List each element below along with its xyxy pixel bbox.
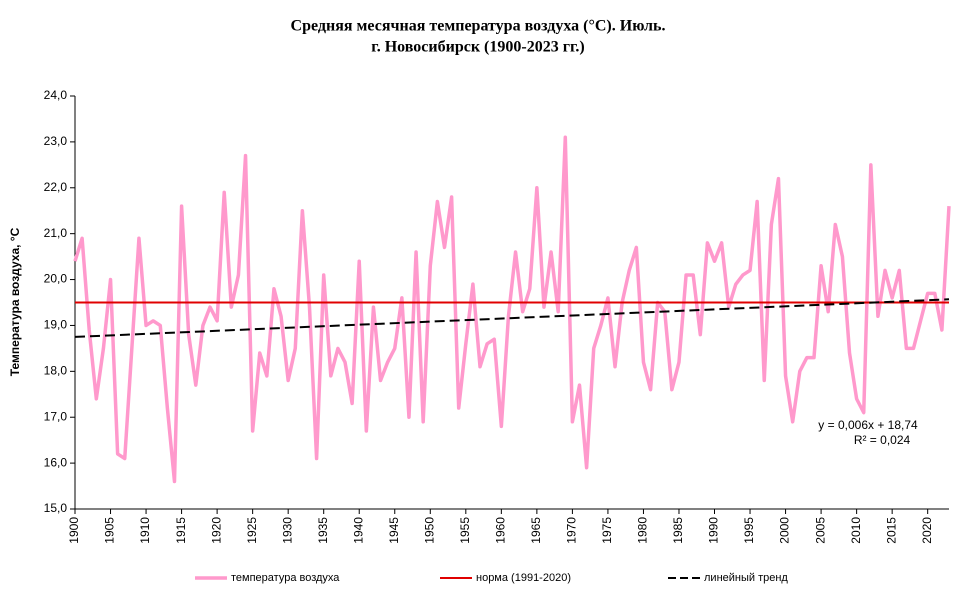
x-tick-label: 1980	[636, 517, 650, 544]
x-tick-label: 1965	[529, 517, 543, 544]
x-tick-label: 1935	[316, 517, 330, 544]
legend-label: температура воздуха	[231, 572, 340, 584]
x-tick-label: 1995	[742, 517, 756, 544]
series-line	[74, 298, 950, 338]
x-tick-label: 1915	[174, 517, 188, 544]
x-tick-label: 1910	[138, 517, 152, 544]
x-tick-label: 2020	[920, 517, 934, 544]
y-axis-label: Температура воздуха, °С	[8, 227, 22, 376]
x-tick-label: 1945	[387, 517, 401, 544]
x-tick-label: 2005	[813, 517, 827, 544]
chart-subtitle: г. Новосибирск (1900-2023 гг.)	[371, 39, 585, 56]
x-tick-label: 2015	[884, 517, 898, 544]
y-tick-label: 15,0	[44, 501, 68, 515]
x-tick-label: 1905	[103, 517, 117, 544]
y-tick-label: 22,0	[44, 180, 68, 194]
series-line	[73, 135, 951, 484]
x-tick-label: 1940	[351, 517, 365, 544]
y-tick-label: 18,0	[44, 364, 68, 378]
x-tick-label: 2000	[778, 517, 792, 544]
x-tick-label: 1990	[707, 517, 721, 544]
legend-label: линейный тренд	[704, 572, 788, 584]
annotation: R² = 0,024	[854, 433, 911, 447]
y-tick-label: 19,0	[44, 318, 68, 332]
x-tick-label: 1955	[458, 517, 472, 544]
x-tick-label: 1920	[209, 517, 223, 544]
y-tick-label: 23,0	[44, 134, 68, 148]
y-tick-label: 24,0	[44, 88, 68, 102]
x-tick-label: 1985	[671, 517, 685, 544]
x-tick-label: 2010	[849, 517, 863, 544]
x-tick-label: 1960	[494, 517, 508, 544]
y-tick-label: 16,0	[44, 455, 68, 469]
x-tick-label: 1930	[280, 517, 294, 544]
y-tick-label: 21,0	[44, 226, 68, 240]
annotation: y = 0,006x + 18,74	[818, 418, 918, 432]
x-tick-label: 1900	[67, 517, 81, 544]
x-tick-label: 1970	[565, 517, 579, 544]
x-tick-label: 1975	[600, 517, 614, 544]
legend-label: норма (1991-2020)	[476, 572, 571, 584]
y-tick-label: 17,0	[44, 409, 68, 423]
y-tick-label: 20,0	[44, 272, 68, 286]
chart-title: Средняя месячная температура воздуха (°С…	[291, 18, 666, 35]
x-tick-label: 1950	[422, 517, 436, 544]
x-tick-label: 1925	[245, 517, 259, 544]
